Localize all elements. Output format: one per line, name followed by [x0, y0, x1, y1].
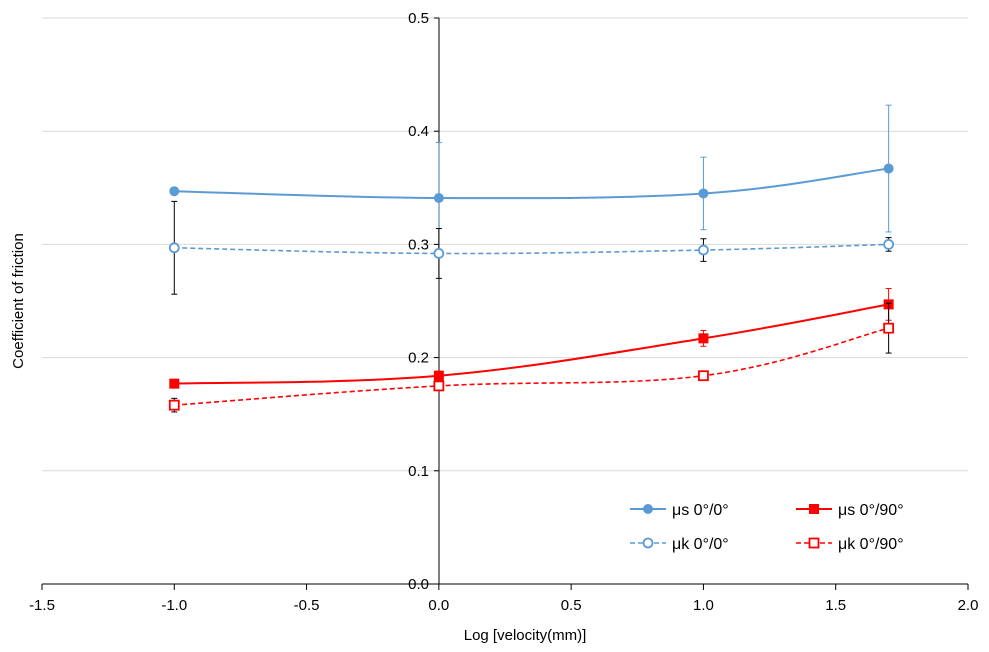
- data-point-3-0: [168, 399, 180, 411]
- data-point-1-2: [698, 244, 709, 256]
- data-point-2-0: [169, 378, 180, 389]
- data-point-0-3: [883, 163, 894, 174]
- data-point-2-2: [698, 333, 709, 344]
- y-axis-title: Coefficient of friction: [10, 233, 27, 369]
- y-tick-label-5: 0.5: [408, 10, 429, 27]
- series-0: [169, 104, 894, 254]
- legend-swatch-marker-3: [808, 537, 820, 549]
- legend-label-2: μs 0°/90°: [838, 502, 904, 519]
- legend-item-2: μs 0°/90°: [796, 502, 904, 519]
- data-point-3-1: [433, 380, 445, 392]
- x-tick-label-1: -1.0: [161, 597, 187, 614]
- y-tick-label-1: 0.1: [408, 463, 429, 480]
- legend-label-1: μk 0°/0°: [672, 536, 729, 553]
- series-line-0: [174, 167, 889, 200]
- data-point-3-2: [698, 370, 709, 382]
- series-1: [168, 200, 895, 295]
- data-point-0-0: [169, 186, 180, 197]
- data-point-2-1: [433, 370, 444, 381]
- x-tick-label-4: 0.5: [561, 597, 582, 614]
- legend-swatch-marker-2: [809, 504, 819, 514]
- legend-item-1: μk 0°/0°: [630, 536, 729, 553]
- x-tick-label-5: 1.0: [693, 597, 714, 614]
- data-point-1-3: [883, 238, 895, 250]
- data-point-3-3: [883, 322, 895, 334]
- y-tick-label-4: 0.4: [408, 123, 429, 140]
- x-axis-title: Log [velocity(mm)]: [464, 627, 587, 644]
- gridlines: [42, 17, 968, 472]
- axes: [41, 17, 969, 590]
- x-tick-label-3: 0.0: [428, 597, 449, 614]
- data-point-1-1: [433, 248, 445, 259]
- x-tick-label-2: -0.5: [294, 597, 320, 614]
- series-layer: [168, 104, 895, 413]
- y-tick-label-0: 0.0: [408, 576, 429, 593]
- series-2: [169, 288, 894, 389]
- y-tick-label-3: 0.3: [408, 236, 429, 253]
- legend-label-3: μk 0°/90°: [838, 536, 904, 553]
- legend: μs 0°/0° μk 0°/0° μs 0°/90° μk 0°/90°: [630, 502, 904, 553]
- x-tick-label-0: -1.5: [29, 597, 55, 614]
- series-line-1: [174, 243, 889, 255]
- legend-swatch-marker-1: [642, 537, 654, 549]
- legend-item-3: μk 0°/90°: [796, 536, 904, 553]
- series-line-3: [174, 327, 889, 406]
- series-line-2: [174, 303, 889, 385]
- legend-item-0: μs 0°/0°: [630, 502, 729, 519]
- x-tick-label-6: 1.5: [825, 597, 846, 614]
- y-tick-label-2: 0.2: [408, 350, 429, 367]
- x-tick-label-7: 2.0: [958, 597, 979, 614]
- legend-label-0: μs 0°/0°: [672, 502, 729, 519]
- tick-labels: -1.5 -1.0 -0.5 0.0 0.5 1.0 1.5 2.0 0.0 0.1 0.2 0.3 0…: [29, 10, 978, 614]
- series-3: [168, 302, 895, 413]
- data-point-0-2: [698, 188, 709, 199]
- legend-swatch-marker-0: [643, 504, 653, 514]
- data-point-0-1: [433, 192, 444, 203]
- data-point-1-0: [168, 242, 180, 254]
